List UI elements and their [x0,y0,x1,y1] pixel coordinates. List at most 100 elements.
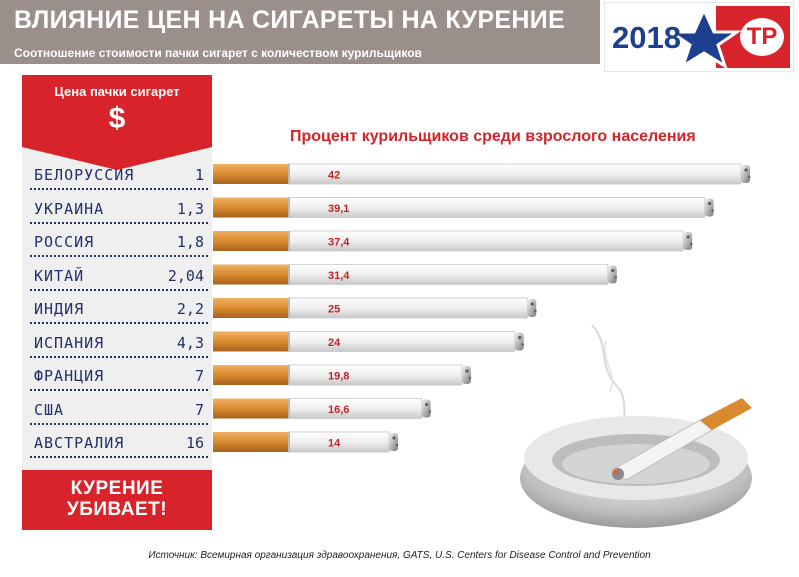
row-divider [30,322,208,324]
source-note: Источник: Всемирная организация здравоох… [148,550,651,561]
ash-speck [428,410,432,413]
price-value: 16 [185,434,204,452]
bar-value-label: 19,8 [328,371,349,383]
ash-speck [392,436,396,440]
bar-filter-joint [288,298,290,318]
bar-filter-joint [288,398,290,419]
row-divider [30,422,208,425]
price-value: 2,2 [176,300,204,318]
bar-filter [213,331,288,352]
price-value: 1,8 [176,233,204,251]
bar-filter-joint [288,331,290,352]
ash-speck [468,376,472,380]
ash-speck [686,235,690,239]
star-icon [666,6,742,70]
bar-value-label: 25 [328,304,340,316]
price-value: 1 [194,166,204,184]
country-label: ИНДИЯ [34,300,85,318]
bar-filter [213,298,288,318]
dollar-icon: $ [108,102,126,135]
bar-ash-tip [461,366,471,384]
chart-title: Процент курильщиков среди взрослого насе… [290,128,696,145]
bar: 24 [213,331,525,352]
bar-filter-joint [288,432,290,452]
row-divider [30,255,208,257]
bar-filter [213,164,288,184]
country-label: ИСПАНИЯ [34,333,105,352]
bar: 42 [213,163,751,185]
country-label: РОССИЯ [34,233,95,251]
bar-filter [213,231,288,251]
badge-year: 2018 [612,20,681,55]
bar-ash-tip [421,399,431,418]
bar-filter-joint [288,365,290,385]
bar: 19,8 [213,364,472,386]
ash-speck [465,369,469,373]
bar: 14 [213,431,399,453]
bar-paper [287,364,463,386]
country-label: АВСТРАЛИЯ [34,434,125,452]
bar-ash-tip [514,332,524,351]
warning-line-1: КУРЕНИЕ [70,478,164,499]
country-label: США [34,400,65,419]
ash-speck [521,343,525,346]
price-value: 4,3 [176,333,204,352]
ash-speck [744,168,748,172]
row-divider [30,221,208,224]
ashtray-cigarette [611,398,752,481]
bar: 16,6 [213,398,432,419]
bar: 31,4 [213,264,618,285]
country-label: УКРАИНА [34,199,105,218]
bar-value-label: 31,4 [328,270,350,282]
bar-paper [287,297,528,319]
bar-ash-tip [704,198,714,217]
price-label: Цена пачки сигарет [54,84,180,99]
ash-speck [711,209,714,212]
header-banner: ВЛИЯНИЕ ЦЕН НА СИГАРЕТЫ НА КУРЕНИЕ Соотн… [0,0,600,64]
ash-speck [707,201,712,206]
price-header-shape [22,75,212,170]
ash-speck [614,276,618,279]
bar-filter [213,197,288,218]
bar-paper [287,197,705,218]
bar-ash-tip [741,165,750,183]
bar: 25 [213,297,537,319]
price-value: 1,3 [176,199,204,218]
bar-value-label: 37,4 [328,237,350,249]
row-divider [30,188,208,190]
bar-ash-tip [607,265,617,284]
country-label: ФРАНЦИЯ [34,367,105,385]
bar-filter [213,398,288,419]
bar-filter [213,264,288,285]
ash-speck [533,309,537,313]
bar-filter-joint [288,231,290,251]
logo-badge: 2018 TP [604,2,794,72]
bar-paper [287,398,423,419]
ash-speck [518,335,522,340]
bar-ash-tip [527,299,537,317]
bar-value-label: 39,1 [328,203,349,215]
bar-filter [213,432,288,452]
price-value: 7 [194,367,204,385]
bar-value-label: 24 [328,337,341,349]
warning-line-2: УБИВАЕТ! [66,499,168,520]
badge-logo-text: TP [740,18,784,56]
row-divider [30,288,208,291]
country-label: БЕЛОРУССИЯ [34,166,135,184]
bar-filter [213,365,288,385]
warning-box [22,470,212,530]
ash-speck [689,242,693,246]
ash-speck [747,175,751,179]
bar: 37,4 [213,230,693,252]
bar-value-label: 42 [328,170,340,182]
bar-ash-tip [683,232,693,250]
bar-paper [287,331,516,352]
page-subtitle: Соотношение стоимости пачки сигарет с ко… [14,46,422,60]
bar-filter-joint [288,197,290,218]
row-divider [30,355,208,358]
price-value: 7 [194,400,204,419]
ash-speck [395,443,399,447]
ash-speck [425,402,429,407]
warning-text: КУРЕНИЕ УБИВАЕТ! [22,478,212,520]
